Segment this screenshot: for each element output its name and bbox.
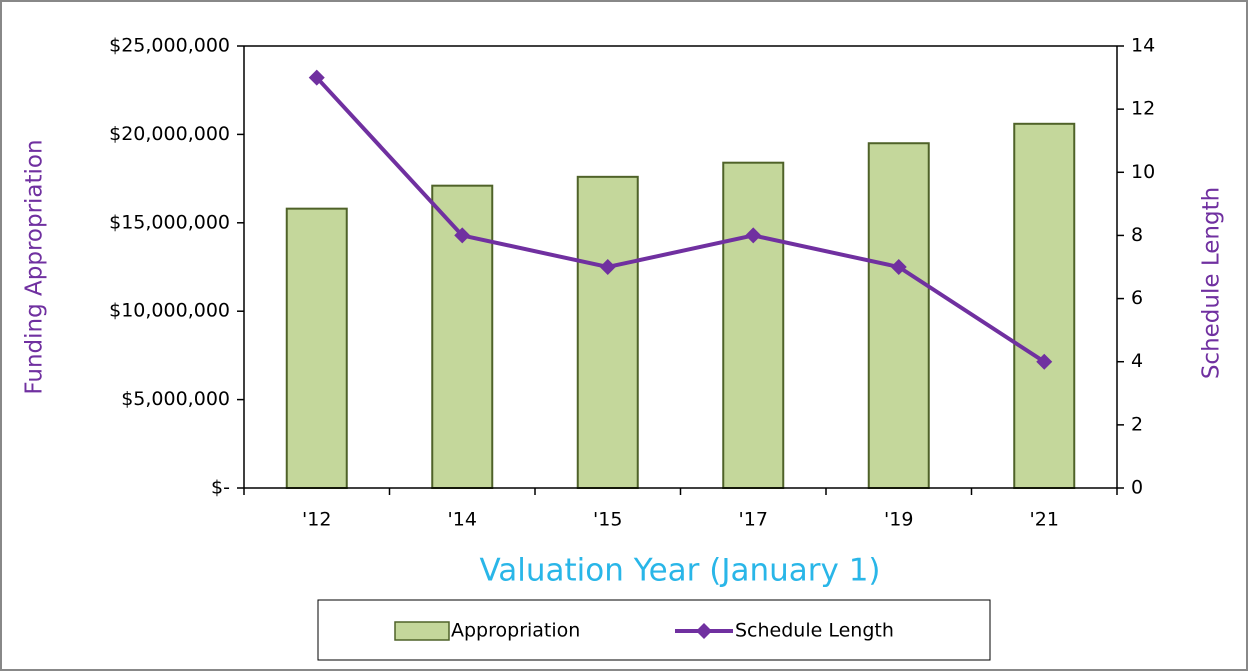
x-tick-label: '14 (448, 509, 477, 531)
marker (308, 69, 325, 86)
x-tick-label: '15 (593, 509, 622, 531)
bar (1013, 122, 1076, 490)
y-tick-label: $10,000,000 (109, 300, 230, 322)
legend-marker (696, 623, 712, 639)
y-tick-label: $20,000,000 (109, 123, 230, 145)
legend-swatch (394, 621, 450, 641)
legend-label: Appropriation (451, 620, 580, 642)
y-tick-label: $15,000,000 (109, 211, 230, 233)
line (315, 76, 1046, 364)
marker (599, 259, 616, 275)
y-tick-label: $- (211, 477, 230, 499)
bar (867, 142, 930, 490)
bar (576, 175, 639, 489)
x-axis-title: Valuation Year (January 1) (479, 553, 880, 589)
x-tick-label: '21 (1030, 509, 1059, 531)
y-axis-title: Funding Appropriation (22, 139, 48, 394)
marker (1036, 353, 1053, 370)
y-tick-label: $25,000,000 (109, 35, 230, 57)
y2-tick-label: 6 (1131, 287, 1143, 309)
y2-tick-label: 12 (1131, 98, 1155, 120)
bar (722, 161, 785, 490)
legend-label: Schedule Length (735, 620, 894, 642)
y2-tick-label: 14 (1131, 35, 1155, 57)
y2-tick-label: 10 (1131, 161, 1155, 183)
y2-tick-label: 0 (1131, 477, 1143, 499)
marker (890, 259, 907, 275)
y2-tick-label: 8 (1131, 224, 1143, 246)
marker (454, 227, 471, 244)
x-tick-label: '12 (302, 509, 331, 531)
x-tick-label: '17 (739, 509, 768, 531)
y-tick-label: $5,000,000 (121, 388, 230, 410)
y2-axis-title: Schedule Length (1199, 187, 1225, 379)
y2-tick-label: 2 (1131, 413, 1143, 435)
x-tick-label: '19 (884, 509, 913, 531)
marker (745, 227, 762, 244)
y2-tick-label: 4 (1131, 350, 1143, 372)
bar (285, 207, 348, 489)
